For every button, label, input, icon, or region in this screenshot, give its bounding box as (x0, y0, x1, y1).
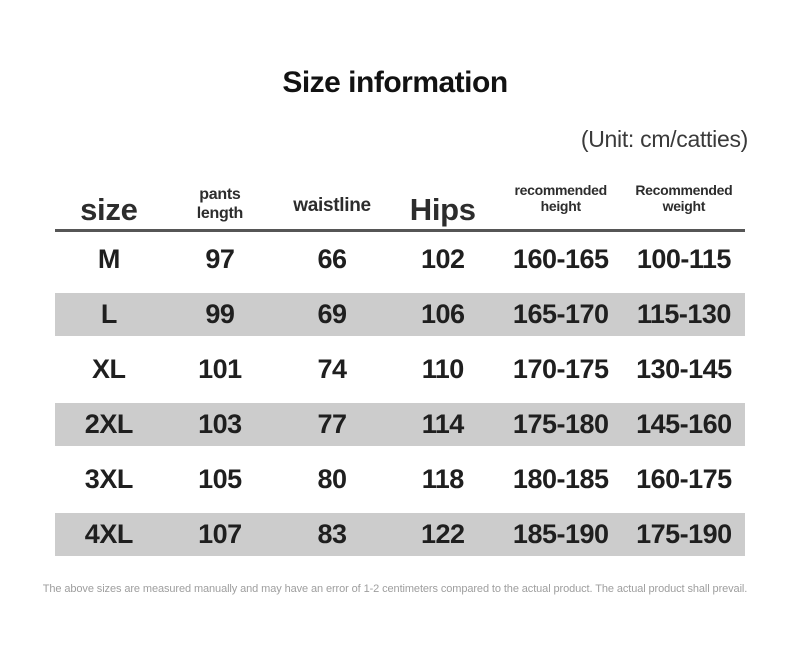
unit-note: (Unit: cm/catties) (580, 126, 748, 152)
size-cell: M (97, 244, 120, 274)
height-cell: 170-175 (512, 354, 609, 384)
measurement-disclaimer: The above sizes are measured manually an… (42, 583, 748, 595)
table-header-row: size pants length waistline Hips recomme… (55, 173, 745, 232)
table-row-2xl: 2XL 103 77 114 175-180 145-160 (55, 397, 745, 452)
hips-cell: 114 (421, 409, 465, 439)
hips-cell: 102 (420, 244, 465, 274)
table-row-xl: XL 101 74 110 170-175 130-145 (55, 342, 745, 397)
waistline-cell: 80 (317, 464, 347, 494)
weight-cell: 145-160 (636, 409, 732, 439)
column-header-hips: Hips (409, 192, 476, 227)
column-header-waistline: waistline (293, 195, 371, 216)
column-header-recommended-weight: Recommended weight (635, 182, 733, 214)
size-cell: XL (92, 354, 126, 384)
height-cell: 180-185 (512, 464, 609, 494)
pants-length-cell: 97 (205, 244, 235, 274)
height-cell: 175-180 (512, 409, 609, 439)
pants-length-cell: 99 (205, 299, 235, 329)
weight-cell: 130-145 (636, 354, 732, 384)
table-row-m: M 97 66 102 160-165 100-115 (55, 232, 745, 287)
table-row-4xl: 4XL 107 83 122 185-190 175-190 (55, 507, 745, 562)
column-header-pants-length: pants length (196, 186, 244, 223)
table-row-3xl: 3XL 105 80 118 180-185 160-175 (55, 452, 745, 507)
size-cell: 2XL (84, 409, 134, 439)
hips-cell: 110 (421, 354, 465, 384)
pants-length-cell: 101 (198, 354, 242, 384)
column-header-recommended-height: recommended height (514, 182, 608, 214)
hips-cell: 122 (420, 519, 465, 549)
weight-cell: 175-190 (636, 519, 732, 549)
weight-cell: 100-115 (636, 244, 732, 274)
weight-cell: 115-130 (636, 299, 732, 329)
waistline-cell: 74 (317, 354, 347, 384)
hips-cell: 106 (420, 299, 465, 329)
pants-length-cell: 107 (198, 519, 242, 549)
hips-cell: 118 (421, 464, 465, 494)
waistline-cell: 69 (317, 299, 347, 329)
page-title: Size information (282, 66, 508, 99)
pants-length-cell: 105 (198, 464, 242, 494)
waistline-cell: 83 (317, 519, 347, 549)
weight-cell: 160-175 (636, 464, 732, 494)
size-cell: L (100, 299, 117, 329)
waistline-cell: 77 (317, 409, 347, 439)
size-cell: 3XL (84, 464, 134, 494)
height-cell: 165-170 (512, 299, 609, 329)
size-cell: 4XL (84, 519, 134, 549)
waistline-cell: 66 (317, 244, 347, 274)
table-row-l: L 99 69 106 165-170 115-130 (55, 287, 745, 342)
pants-length-cell: 103 (198, 409, 242, 439)
height-cell: 160-165 (512, 244, 609, 274)
column-header-size: size (80, 192, 138, 227)
height-cell: 185-190 (512, 519, 609, 549)
size-table: size pants length waistline Hips recomme… (55, 173, 745, 562)
